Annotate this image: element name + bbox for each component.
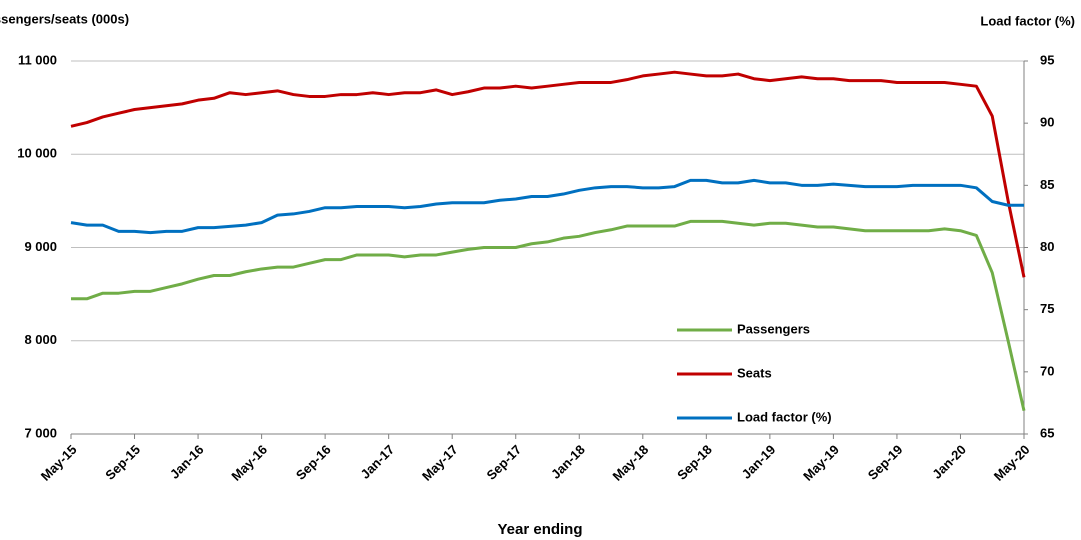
- x-tick-label: Jan-19: [739, 442, 779, 482]
- x-title: Year ending: [497, 521, 582, 538]
- x-tick-label: Sep-18: [674, 442, 715, 483]
- legend-label: Passengers: [737, 321, 810, 336]
- y-tick-label: 9 000: [24, 239, 57, 254]
- data-line: [70, 70, 1026, 278]
- legend-label: Seats: [737, 365, 772, 380]
- x-tick-label: Jan-20: [929, 442, 969, 482]
- y2-tick-label: 75: [1040, 301, 1054, 316]
- y2-tick-label: 70: [1040, 363, 1054, 378]
- y2-tick-label: 90: [1040, 115, 1054, 130]
- x-tick-label: Sep-19: [865, 442, 906, 483]
- y-tick-label: 7 000: [24, 425, 57, 440]
- x-tick-label: Jan-16: [167, 442, 207, 482]
- data-line: [71, 219, 1026, 412]
- x-tick-label: Sep-16: [293, 442, 334, 483]
- y2-title: Load factor (%): [980, 13, 1075, 28]
- chart-title: Passengers/seats (000s): [0, 11, 129, 26]
- x-tick-label: Sep-15: [102, 442, 143, 483]
- x-tick-label: Jan-17: [357, 442, 397, 482]
- y-tick-label: 8 000: [24, 332, 57, 347]
- y2-tick-label: 85: [1040, 177, 1054, 192]
- y-tick-label: 10 000: [17, 146, 57, 161]
- legend-label: Load factor (%): [737, 409, 832, 424]
- data-line: [70, 178, 1024, 235]
- y2-tick-label: 65: [1040, 425, 1054, 440]
- x-tick-label: May-20: [991, 442, 1033, 484]
- y-tick-label: 11 000: [18, 52, 57, 67]
- y2-tick-label: 95: [1040, 52, 1054, 67]
- x-tick-label: Jan-18: [548, 442, 588, 482]
- x-tick-label: May-16: [228, 442, 270, 484]
- y2-tick-label: 80: [1040, 239, 1054, 254]
- x-tick-label: May-15: [38, 442, 80, 484]
- x-tick-label: May-18: [610, 442, 652, 484]
- x-tick-label: May-17: [419, 442, 461, 484]
- x-tick-label: May-19: [800, 442, 842, 484]
- x-tick-label: Sep-17: [484, 442, 525, 483]
